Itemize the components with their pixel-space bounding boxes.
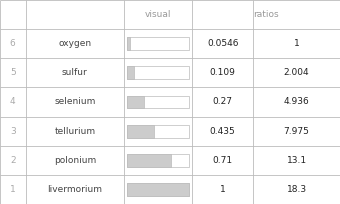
- Text: 1: 1: [10, 185, 16, 194]
- Text: 2.004: 2.004: [284, 68, 309, 77]
- Text: 0.435: 0.435: [210, 127, 236, 136]
- Bar: [127, 183, 189, 196]
- Text: 3: 3: [10, 127, 16, 136]
- Bar: [127, 125, 154, 137]
- Text: tellurium: tellurium: [54, 127, 95, 136]
- Text: 7.975: 7.975: [284, 127, 310, 136]
- Text: 4: 4: [10, 98, 16, 106]
- Text: 0.109: 0.109: [210, 68, 236, 77]
- Text: sulfur: sulfur: [62, 68, 88, 77]
- Text: 1: 1: [220, 185, 225, 194]
- Text: selenium: selenium: [54, 98, 96, 106]
- Bar: [127, 96, 189, 108]
- Bar: [127, 154, 171, 167]
- Text: 13.1: 13.1: [287, 156, 307, 165]
- Text: 0.27: 0.27: [213, 98, 233, 106]
- Text: 5: 5: [10, 68, 16, 77]
- Bar: [127, 67, 134, 79]
- Bar: [127, 37, 130, 50]
- Text: ratios: ratios: [253, 10, 279, 19]
- Text: 0.0546: 0.0546: [207, 39, 238, 48]
- Text: 18.3: 18.3: [287, 185, 307, 194]
- Text: oxygen: oxygen: [58, 39, 91, 48]
- Bar: [127, 125, 189, 137]
- Bar: [127, 154, 189, 167]
- Text: 1: 1: [294, 39, 300, 48]
- Bar: [127, 37, 189, 50]
- Text: 0.71: 0.71: [212, 156, 233, 165]
- Bar: [127, 96, 144, 108]
- Text: polonium: polonium: [54, 156, 96, 165]
- Text: 2: 2: [10, 156, 16, 165]
- Text: 6: 6: [10, 39, 16, 48]
- Text: visual: visual: [145, 10, 171, 19]
- Bar: [127, 183, 189, 196]
- Text: livermorium: livermorium: [47, 185, 102, 194]
- Bar: [127, 67, 189, 79]
- Text: 4.936: 4.936: [284, 98, 309, 106]
